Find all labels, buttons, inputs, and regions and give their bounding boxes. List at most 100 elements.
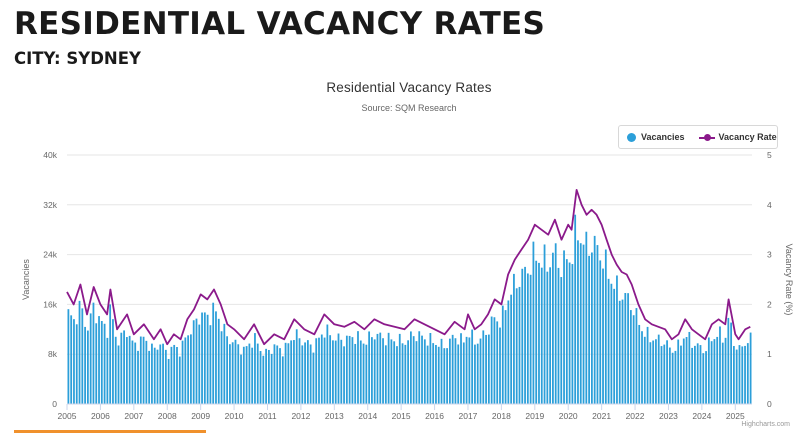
vacancies-bar <box>724 337 727 404</box>
vacancies-bar <box>593 235 596 404</box>
chart-container: Residential Vacancy Rates Source: SQM Re… <box>0 70 800 433</box>
vacancies-bar <box>418 331 421 404</box>
vacancies-bar <box>340 339 343 404</box>
vacancies-bar <box>98 316 100 404</box>
vacancies-bar <box>309 344 312 404</box>
vacancies-bar <box>691 347 694 404</box>
vacancies-bar <box>267 349 270 404</box>
vacancies-bar <box>585 231 588 404</box>
vacancies-bar <box>632 315 635 404</box>
vacancies-bar <box>390 339 393 404</box>
vacancies-bar <box>190 334 192 404</box>
vacancies-bar <box>270 353 273 404</box>
vacancies-bar <box>599 260 602 404</box>
vacancies-bar <box>641 331 643 404</box>
x-tick-label: 2021 <box>592 411 611 421</box>
vacancies-bar <box>75 324 78 404</box>
vacancies-bar <box>437 346 440 404</box>
vacancies-bar <box>727 317 730 404</box>
vacancies-bar <box>507 300 510 404</box>
vacancies-bar <box>384 345 387 404</box>
vacancies-bar <box>677 339 680 404</box>
vacancies-bar <box>379 332 382 404</box>
vacancies-bar <box>215 311 217 404</box>
vacancies-bar <box>707 337 710 404</box>
vacancies-bar <box>181 340 184 404</box>
vacancies-bar <box>618 300 621 404</box>
vacancies-bar <box>201 312 203 404</box>
vacancies-bar <box>446 348 448 404</box>
vacancies-bar <box>733 346 735 404</box>
vacancies-bar <box>81 308 84 404</box>
y-right-tick-label: 1 <box>767 349 772 359</box>
y-right-tick-label: 0 <box>767 399 772 409</box>
vacancies-bar <box>671 352 674 404</box>
vacancies-bar <box>688 331 691 404</box>
vacancies-bar <box>532 241 535 404</box>
vacancies-bar <box>295 329 298 404</box>
vacancies-bar <box>95 323 98 404</box>
vacancies-bar <box>510 294 513 404</box>
vacancies-bar <box>326 324 329 404</box>
vacancies-bar <box>348 335 351 404</box>
legend-item-vacancy-rate[interactable]: Vacancy Rate <box>698 132 777 142</box>
chart-legend: Vacancies Vacancy Rate <box>618 125 778 149</box>
vacancies-bar <box>318 337 320 404</box>
legend-item-vacancies[interactable]: Vacancies <box>627 132 685 142</box>
vacancies-bar <box>621 299 624 404</box>
vacancies-bar <box>730 322 733 404</box>
vacancies-bar <box>173 344 176 404</box>
y-left-tick-label: 16k <box>43 299 57 309</box>
vacancies-bar <box>435 344 437 404</box>
legend-marker-vacancy-rate <box>698 133 715 142</box>
vacancies-bar <box>265 348 267 404</box>
x-tick-label: 2013 <box>325 411 344 421</box>
vacancies-bar <box>198 324 201 404</box>
vacancies-bar <box>744 345 746 404</box>
vacancies-bar <box>412 336 415 404</box>
vacancies-bar <box>176 347 178 404</box>
gridlines <box>67 154 752 405</box>
vacancies-bar <box>513 273 515 404</box>
vacancies-bar <box>749 332 752 404</box>
vacancies-bar <box>223 323 226 404</box>
vacancies-bar <box>287 343 290 404</box>
vacancies-bar <box>242 346 245 404</box>
vacancies-bar <box>655 339 657 404</box>
vacancies-bar <box>109 304 112 404</box>
vacancies-bar <box>359 340 362 404</box>
vacancies-bar <box>178 356 181 404</box>
vacancies-bar <box>248 343 251 404</box>
vacancies-bar <box>259 351 262 404</box>
x-tick-label: 2014 <box>358 411 377 421</box>
chart-plot: 0 0 8k 1 16k 2 24k 3 32k 4 40k 5 2005 2006 2007 2008 200… <box>21 150 794 421</box>
vacancies-bar <box>373 339 376 404</box>
vacancies-bar <box>454 338 457 404</box>
vacancies-bar <box>103 323 106 404</box>
vacancies-bar <box>482 330 485 404</box>
vacancies-bar <box>337 333 340 404</box>
vacancies-bar <box>574 214 577 404</box>
y-left-tick-label: 8k <box>48 349 58 359</box>
vacancies-bar <box>78 300 81 404</box>
vacancies-bar <box>518 286 521 404</box>
vacancies-bar <box>145 340 148 404</box>
vacancies-bar <box>635 308 638 404</box>
vacancies-bar <box>735 349 738 404</box>
vacancies-bar <box>719 326 721 404</box>
vacancies-bar <box>357 331 359 404</box>
x-tick-label: 2008 <box>158 411 177 421</box>
y-left-axis-title: Vacancies <box>21 259 31 300</box>
vacancies-bar <box>476 343 479 404</box>
vacancies-bar <box>131 340 134 404</box>
vacancies-bar <box>549 267 552 404</box>
vacancies-bar <box>738 345 741 404</box>
vacancies-bar <box>668 347 671 404</box>
vacancies-bar <box>721 342 724 404</box>
vacancies-bar <box>170 346 173 404</box>
vacancies-bar <box>627 293 629 404</box>
vacancies-bar <box>540 267 543 404</box>
highcharts-credits[interactable]: Highcharts.com <box>741 421 790 428</box>
x-tick-label: 2017 <box>459 411 478 421</box>
vacancies-bar <box>702 353 705 404</box>
